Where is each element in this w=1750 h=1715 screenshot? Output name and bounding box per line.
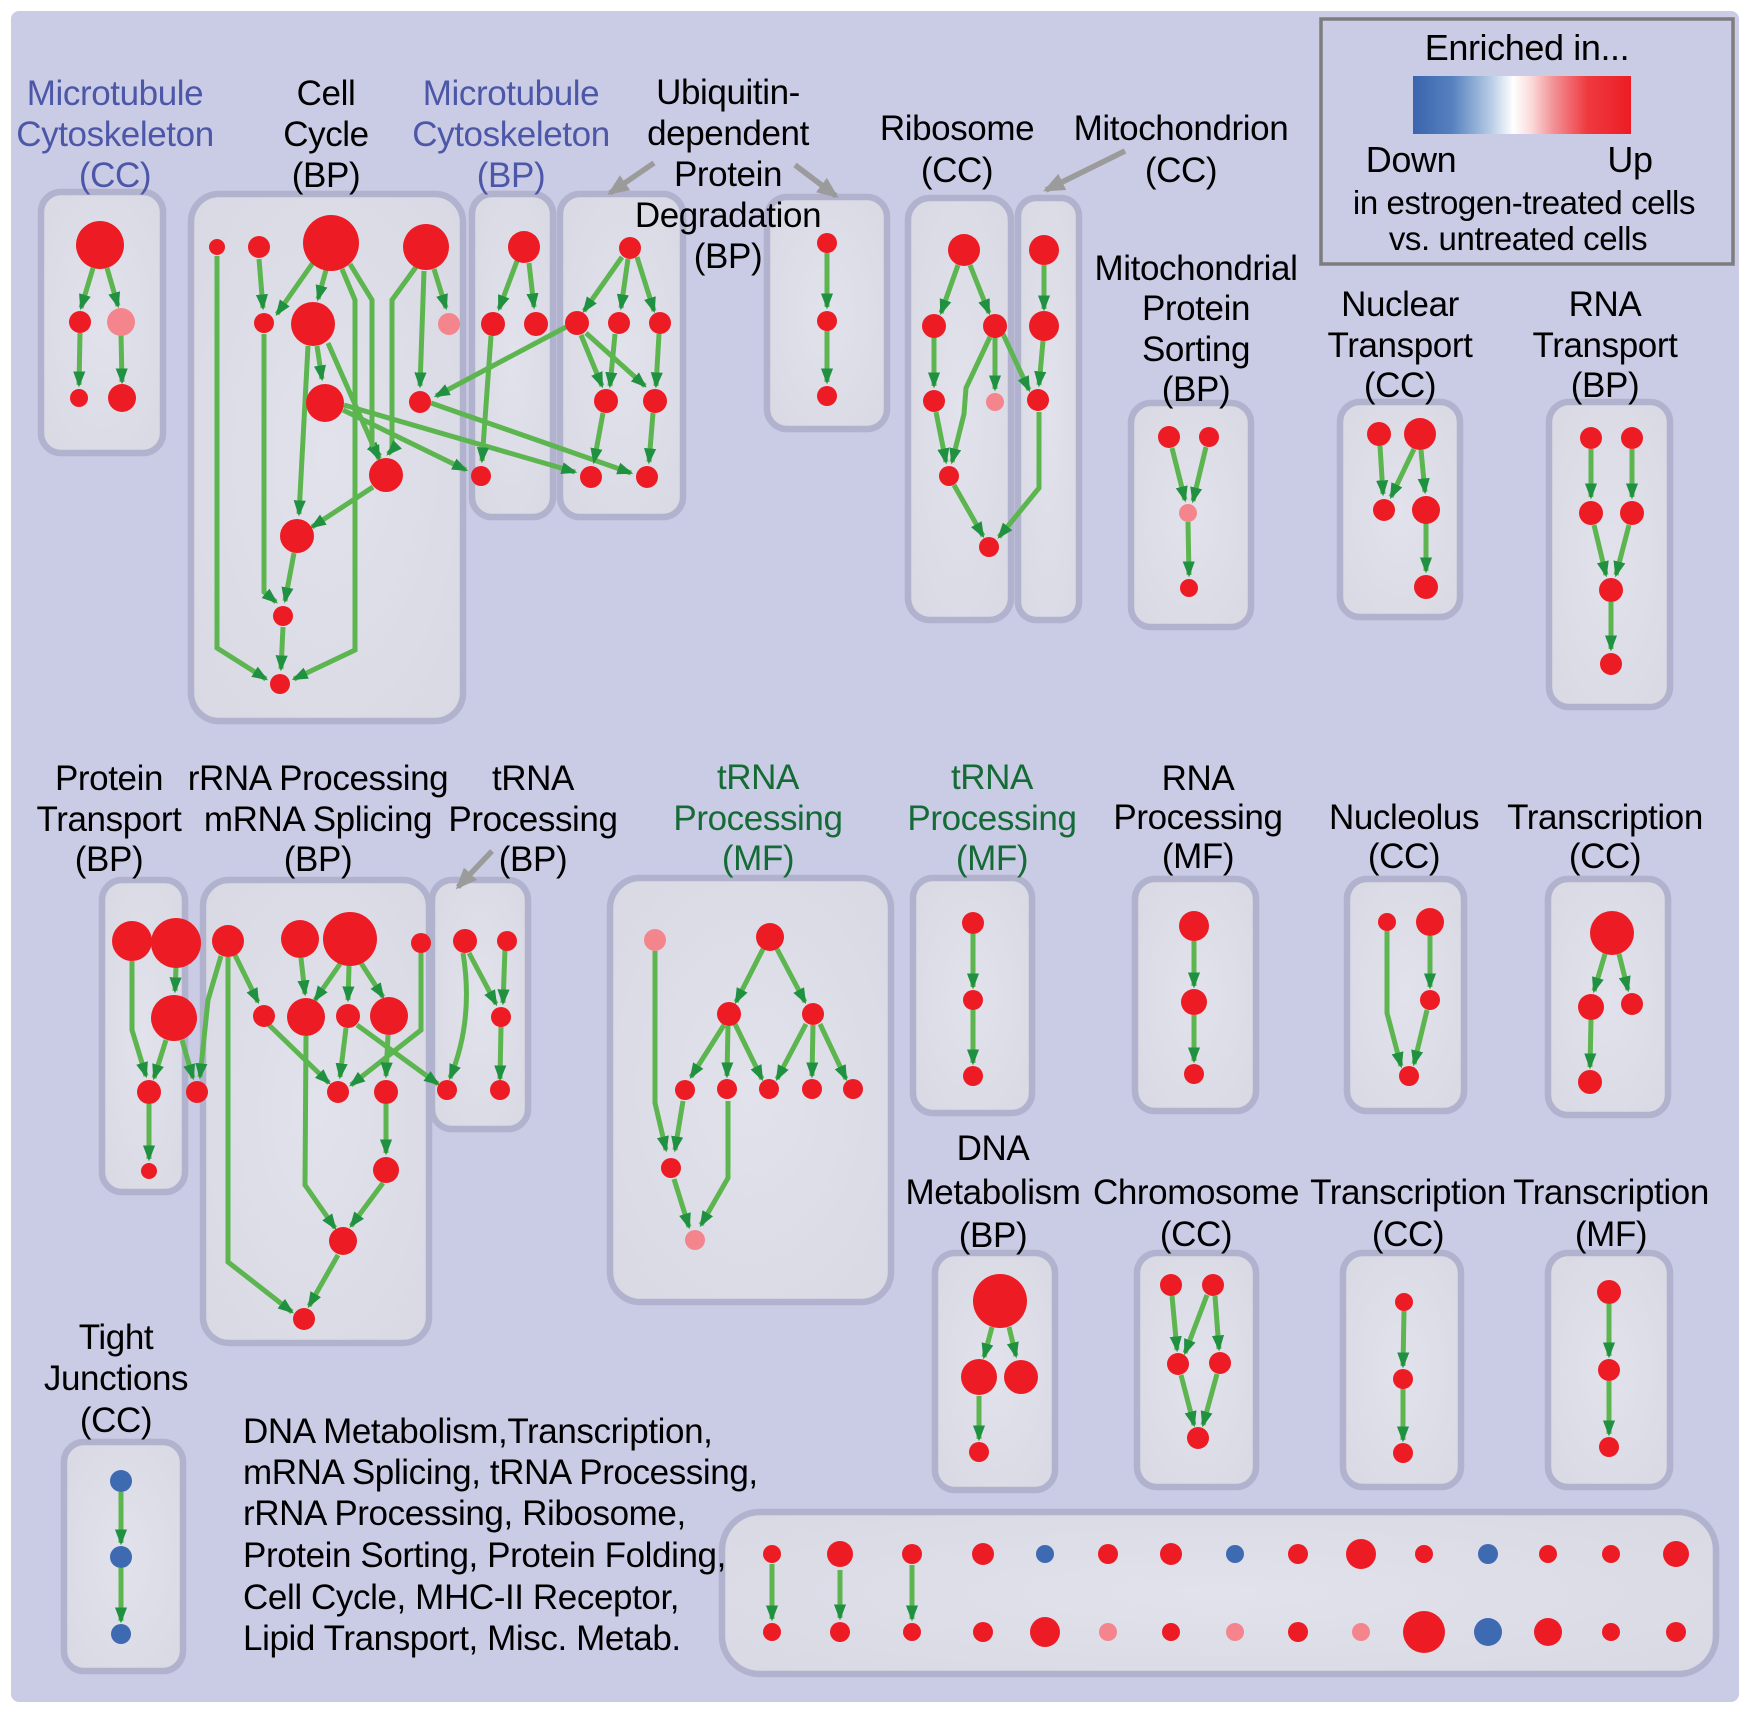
svg-text:(BP): (BP) (694, 237, 762, 276)
svg-text:Processing: Processing (907, 799, 1076, 838)
svg-text:Microtubule: Microtubule (27, 74, 204, 113)
svg-text:tRNA: tRNA (951, 758, 1034, 797)
svg-text:Protein: Protein (1142, 289, 1250, 328)
svg-text:Mitochondrion: Mitochondrion (1074, 109, 1289, 148)
svg-text:Chromosome: Chromosome (1093, 1173, 1299, 1212)
svg-text:Transport: Transport (1533, 326, 1679, 365)
svg-text:rRNA Processing: rRNA Processing (188, 759, 448, 798)
svg-text:Mitochondrial: Mitochondrial (1095, 249, 1298, 288)
svg-text:Transcription: Transcription (1310, 1173, 1506, 1212)
svg-text:(CC): (CC) (1364, 366, 1436, 405)
svg-text:(CC): (CC) (1372, 1215, 1444, 1254)
svg-text:Ubiquitin-: Ubiquitin- (656, 73, 800, 112)
svg-text:(MF): (MF) (956, 839, 1028, 878)
svg-text:(BP): (BP) (1162, 370, 1230, 409)
svg-text:mRNA Splicing, tRNA Processing: mRNA Splicing, tRNA Processing, (243, 1453, 758, 1492)
svg-text:Processing: Processing (1113, 798, 1282, 837)
svg-text:Ribosome: Ribosome (880, 109, 1034, 148)
svg-text:Cycle: Cycle (283, 115, 369, 154)
svg-text:RNA: RNA (1162, 759, 1236, 798)
svg-text:(BP): (BP) (499, 840, 567, 879)
svg-text:(CC): (CC) (1145, 151, 1217, 190)
svg-text:Protein: Protein (674, 155, 782, 194)
svg-text:Tight: Tight (79, 1318, 154, 1357)
svg-text:Cytoskeleton: Cytoskeleton (16, 115, 214, 154)
svg-text:Enriched in...: Enriched in... (1425, 27, 1630, 68)
svg-text:rRNA Processing, Ribosome,: rRNA Processing, Ribosome, (243, 1494, 686, 1533)
svg-text:in estrogen-treated cells: in estrogen-treated cells (1353, 184, 1695, 221)
svg-text:(CC): (CC) (1368, 837, 1440, 876)
svg-text:(MF): (MF) (1575, 1215, 1647, 1254)
svg-text:Processing: Processing (448, 800, 617, 839)
svg-text:dependent: dependent (647, 114, 810, 153)
svg-text:(CC): (CC) (1569, 837, 1641, 876)
svg-text:mRNA Splicing: mRNA Splicing (204, 800, 432, 839)
svg-text:Microtubule: Microtubule (423, 74, 600, 113)
svg-text:DNA Metabolism,Transcription,: DNA Metabolism,Transcription, (243, 1412, 712, 1451)
svg-text:(CC): (CC) (80, 1401, 152, 1440)
svg-text:DNA: DNA (957, 1129, 1031, 1168)
svg-text:Down: Down (1366, 139, 1456, 180)
svg-text:(CC): (CC) (79, 156, 151, 195)
svg-text:Protein: Protein (55, 759, 163, 798)
svg-text:(BP): (BP) (292, 156, 360, 195)
svg-text:(MF): (MF) (1162, 837, 1234, 876)
svg-text:Processing: Processing (673, 799, 842, 838)
svg-text:Degradation: Degradation (635, 196, 821, 235)
svg-text:Cytoskeleton: Cytoskeleton (412, 115, 610, 154)
svg-text:vs. untreated cells: vs. untreated cells (1389, 220, 1647, 257)
svg-text:tRNA: tRNA (717, 758, 800, 797)
svg-text:Cell: Cell (297, 74, 356, 113)
svg-text:RNA: RNA (1569, 285, 1643, 324)
svg-text:(BP): (BP) (1571, 366, 1639, 405)
svg-text:Metabolism: Metabolism (906, 1173, 1081, 1212)
svg-text:Transcription: Transcription (1513, 1173, 1709, 1212)
svg-text:Up: Up (1607, 139, 1652, 180)
svg-text:Sorting: Sorting (1142, 330, 1250, 369)
svg-text:(CC): (CC) (921, 151, 993, 190)
svg-text:Cell Cycle, MHC-II Receptor,: Cell Cycle, MHC-II Receptor, (243, 1578, 679, 1617)
svg-text:Lipid Transport, Misc. Metab.: Lipid Transport, Misc. Metab. (243, 1619, 681, 1658)
svg-text:(BP): (BP) (959, 1216, 1027, 1255)
svg-text:Nucleolus: Nucleolus (1329, 798, 1479, 837)
svg-text:tRNA: tRNA (492, 759, 575, 798)
svg-text:Transport: Transport (1328, 326, 1474, 365)
svg-text:(MF): (MF) (722, 839, 794, 878)
svg-text:Junctions: Junctions (44, 1359, 188, 1398)
svg-text:(CC): (CC) (1160, 1215, 1232, 1254)
svg-text:(BP): (BP) (75, 840, 143, 879)
svg-text:Protein Sorting, Protein Foldi: Protein Sorting, Protein Folding, (243, 1536, 726, 1575)
svg-text:(BP): (BP) (284, 840, 352, 879)
svg-text:Nuclear: Nuclear (1341, 285, 1460, 324)
svg-text:Transport: Transport (37, 800, 183, 839)
svg-text:(BP): (BP) (477, 156, 545, 195)
svg-text:Transcription: Transcription (1507, 798, 1703, 837)
